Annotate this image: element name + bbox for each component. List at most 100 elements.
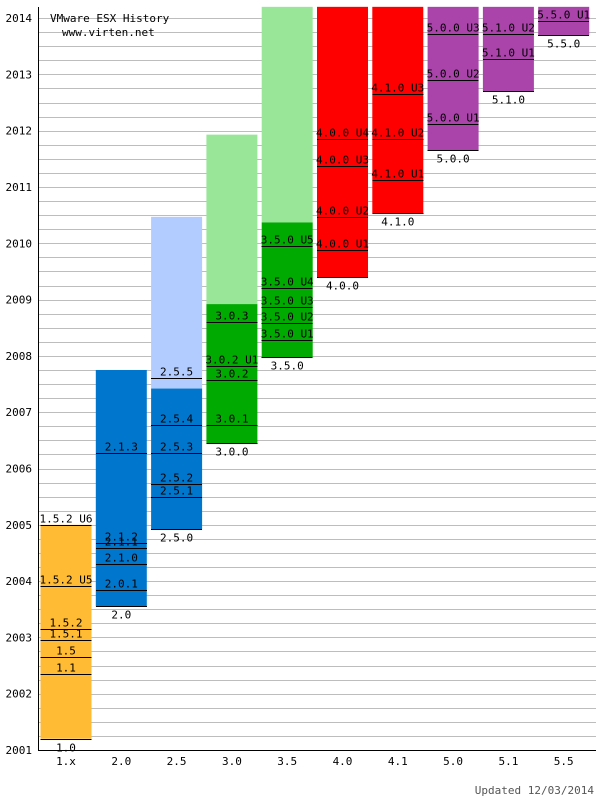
release-label: 5.1.0 (492, 94, 525, 107)
extended-support-bar (151, 216, 203, 389)
release-bar (261, 222, 313, 358)
release-label: 4.1.0 U3 (371, 82, 424, 95)
release-label: 3.0.2 U1 (205, 354, 258, 367)
release-label: 1.1 (56, 662, 76, 675)
release-label: 2.5.4 (160, 413, 193, 426)
y-tick-label: 2006 (6, 463, 33, 476)
y-tick-label: 2002 (6, 688, 33, 701)
bar-group-3-5: 3.5.0 3.5.0 U1 3.5.0 U2 3.5.0 U3 3.5.0 U4 3.5… (261, 6, 314, 373)
release-label: 4.0.0 (326, 280, 359, 293)
release-label: 4.1.0 U1 (371, 168, 424, 181)
axis-layer: 2001 2002 2003 2004 2005 2006 2007 2008 2009 2010… (6, 6, 596, 768)
release-label: 2.1.1 (105, 536, 138, 549)
extended-support-bar (206, 134, 258, 305)
extended-support-bar (261, 6, 313, 223)
x-tick-label: 4.1 (388, 755, 408, 768)
release-bar (151, 388, 203, 530)
release-label: 2.5.2 (160, 472, 193, 485)
bar-group-3-0: 3.0.0 3.0.1 3.0.23.0.2 U1 3.0.3 (205, 134, 258, 459)
release-label: 5.0.0 U1 (427, 112, 480, 125)
release-label: 3.0.1 (215, 413, 248, 426)
release-label: 5.5.0 (547, 38, 580, 51)
release-label: 3.5.0 U2 (261, 311, 314, 324)
release-label: 1.5.1 (49, 628, 82, 641)
x-tick-label: 1.x (56, 755, 76, 768)
release-label: 2.5.5 (160, 366, 193, 379)
release-label: 4.0.0 U2 (316, 205, 369, 218)
release-label: 1.5.2 U5 (40, 574, 93, 587)
y-tick-label: 2005 (6, 519, 33, 532)
bar-group-4-1: 4.1.0 4.1.0 U1 4.1.0 U2 4.1.0 U3 (371, 6, 424, 229)
x-tick-label: 3.0 (222, 755, 242, 768)
bar-group-2-0: 2.0 2.0.1 2.1.0 2.1.12.1.2 2.1.3 (95, 369, 147, 622)
release-bar (372, 6, 424, 214)
bar-group-2-5: 2.5.0 2.5.12.5.2 2.5.3 2.5.4 2.5.5 (151, 216, 203, 545)
release-label: 2.5.0 (160, 532, 193, 545)
release-label: 2.0.1 (105, 578, 138, 591)
release-label: 4.0.0 U1 (316, 238, 369, 251)
bar-group-1-x: 1.0 1.1 1.5 1.5.11.5.2 1.5.2 U5 1.5.2 U6 (40, 513, 93, 755)
x-tick-label: 3.5 (277, 755, 297, 768)
release-label: 5.1.0 U1 (482, 47, 535, 60)
x-tick-label: 5.5 (554, 755, 574, 768)
release-label: 3.0.3 (215, 310, 248, 323)
y-tick-label: 2004 (6, 575, 33, 588)
y-tick-label: 2010 (6, 237, 33, 250)
release-label: 5.0.0 U3 (427, 22, 480, 35)
release-label: 5.5.0 U1 (537, 9, 590, 22)
release-label: 4.0.0 U3 (316, 154, 369, 167)
release-label: 3.5.0 U5 (261, 234, 314, 247)
release-label: 2.5.1 (160, 485, 193, 498)
release-bar (538, 6, 590, 35)
updated-note: Updated 12/03/2014 (475, 784, 595, 797)
release-label: 2.1.3 (105, 441, 138, 454)
release-bar (317, 6, 368, 278)
x-tick-label: 5.0 (443, 755, 463, 768)
y-tick-label: 2009 (6, 294, 33, 307)
y-tick-label: 2013 (6, 68, 33, 81)
release-label: 4.1.0 U2 (371, 127, 424, 140)
chart-title: VMware ESX History (50, 12, 170, 25)
release-label: 3.5.0 U3 (261, 295, 314, 308)
release-label: 4.0.0 U4 (316, 127, 369, 140)
y-tick-label: 2014 (6, 12, 33, 25)
y-tick-label: 2008 (6, 350, 33, 363)
release-label: 4.1.0 (381, 216, 414, 229)
y-tick-label: 2007 (6, 406, 33, 419)
x-tick-label: 4.0 (333, 755, 353, 768)
release-label: 3.0.0 (215, 446, 248, 459)
y-tick-label: 2003 (6, 631, 33, 644)
release-label: 2.1.2 (105, 531, 138, 544)
release-bar (206, 304, 258, 444)
release-label: 3.5.0 (271, 360, 304, 373)
release-bar (427, 6, 479, 151)
release-label: 3.5.0 U4 (261, 276, 314, 289)
release-label: 1.5.2 (49, 617, 82, 630)
release-label: 5.0.0 (437, 153, 470, 166)
x-tick-label: 5.1 (498, 755, 518, 768)
release-label: 1.5.2 U6 (40, 513, 93, 526)
bar-group-5-1: 5.1.0 5.1.0 U1 5.1.0 U2 (482, 6, 535, 107)
bar-layer: 1.01.11.51.5.11.5.21.5.2 U51.5.2 U62.02.… (40, 6, 590, 755)
release-label: 1.0 (56, 742, 76, 755)
release-label: 5.1.0 U2 (482, 22, 535, 35)
bar-group-5-5: 5.5.0 5.5.0 U1 (537, 6, 590, 51)
bar-group-4-0: 4.0.0 4.0.0 U1 4.0.0 U2 4.0.0 U3 4.0.0 U4 (316, 6, 369, 293)
release-label: 2.5.3 (160, 441, 193, 454)
y-tick-label: 2001 (6, 744, 33, 757)
release-label: 3.5.0 U1 (261, 328, 314, 341)
release-label: 5.0.0 U2 (427, 68, 480, 81)
chart-subtitle: www.virten.net (62, 26, 155, 39)
release-label: 2.1.0 (105, 552, 138, 565)
y-tick-label: 2011 (6, 181, 33, 194)
x-tick-label: 2.0 (111, 755, 131, 768)
x-tick-label: 2.5 (167, 755, 187, 768)
release-label: 3.0.2 (215, 368, 248, 381)
release-bar (95, 369, 147, 607)
release-bar (40, 524, 92, 739)
y-tick-label: 2012 (6, 125, 33, 138)
bar-group-5-0: 5.0.0 5.0.0 U1 5.0.0 U2 5.0.0 U3 (427, 6, 480, 166)
release-bar (482, 6, 534, 92)
chart-header: VMware ESX History www.virten.net (50, 12, 170, 39)
